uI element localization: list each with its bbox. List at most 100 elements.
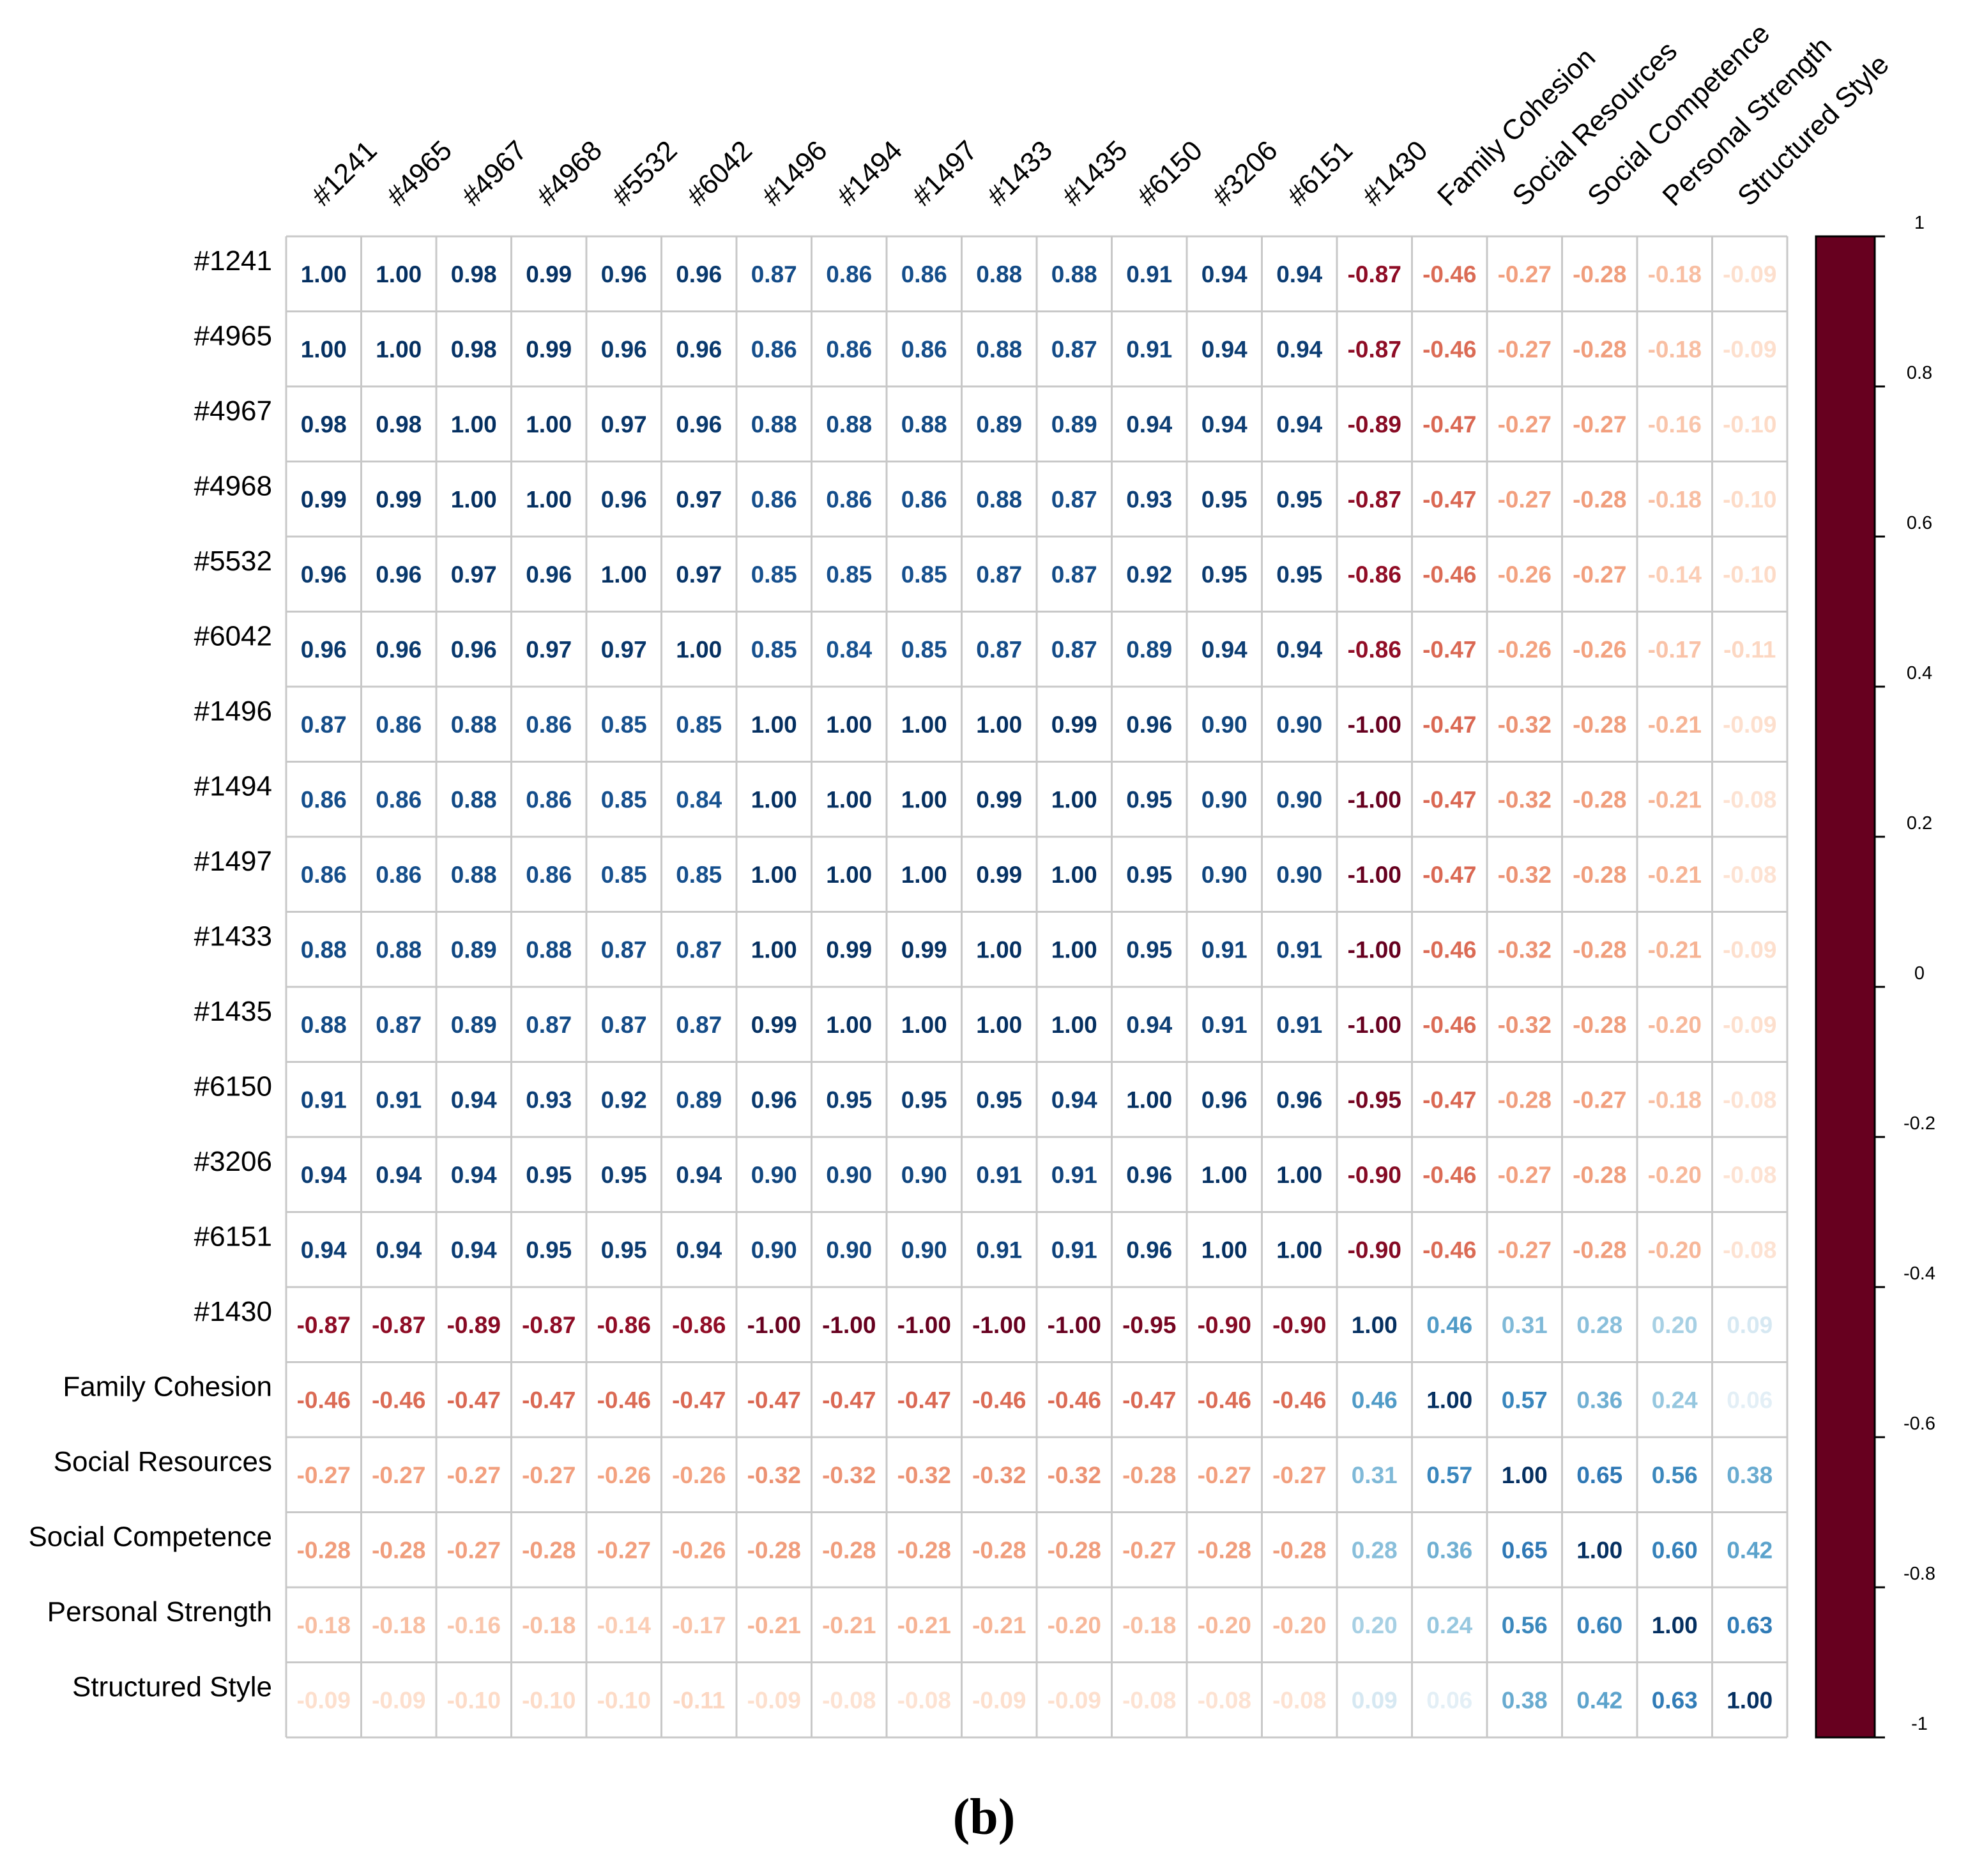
cell-value-label: 0.96 <box>601 261 647 287</box>
cell-value-label: -0.09 <box>1723 336 1776 362</box>
heatmap-cell <box>586 386 662 462</box>
heatmap-cell <box>1712 461 1787 537</box>
cell-value-label: -0.20 <box>1648 1237 1702 1263</box>
cell-value-label: 1.00 <box>976 1012 1022 1038</box>
heatmap-cell <box>1187 1437 1262 1513</box>
heatmap-cell <box>1337 1137 1412 1212</box>
cell-value-label: 0.95 <box>601 1162 647 1188</box>
cell-value-label: -0.09 <box>1723 712 1776 738</box>
cell-value-label: 0.94 <box>451 1087 497 1113</box>
cell-value-label: -0.89 <box>447 1312 501 1338</box>
legend-tick-label: -0.4 <box>1903 1263 1935 1284</box>
cell-value-label: 0.91 <box>1276 1012 1322 1038</box>
cell-value-label: 0.95 <box>1126 786 1172 812</box>
heatmap-cell <box>1712 1662 1787 1737</box>
heatmap-cell <box>887 311 962 386</box>
cell-value-label: -0.46 <box>1423 261 1476 287</box>
cell-value-label: -0.28 <box>972 1537 1026 1563</box>
cell-value-label: -0.46 <box>972 1387 1026 1413</box>
cell-value-label: 0.95 <box>526 1162 572 1188</box>
heatmap-cell <box>286 837 362 912</box>
heatmap-cell <box>511 1137 586 1212</box>
cell-value-label: -0.10 <box>522 1687 576 1713</box>
heatmap-cell <box>661 1287 736 1362</box>
cell-value-label: 0.87 <box>376 1012 422 1038</box>
cell-value-label: -0.27 <box>372 1462 425 1488</box>
cell-value-label: -0.28 <box>1122 1462 1176 1488</box>
cell-value-label: 0.86 <box>301 786 347 812</box>
heatmap-cell <box>586 1437 662 1513</box>
cell-value-label: -0.47 <box>747 1387 801 1413</box>
heatmap-cell <box>1637 1437 1712 1513</box>
cell-value-label: 0.86 <box>901 486 947 512</box>
row-label: #1435 <box>194 996 272 1027</box>
cell-value-label: -0.32 <box>1498 712 1552 738</box>
heatmap-cell <box>736 1512 812 1587</box>
cell-value-label: 0.87 <box>1051 486 1097 512</box>
heatmap-cell <box>1712 1062 1787 1137</box>
heatmap-cell <box>286 611 362 687</box>
cell-value-label: 0.88 <box>976 336 1022 362</box>
cell-value-label: 0.96 <box>601 336 647 362</box>
heatmap-cell <box>961 911 1037 987</box>
cell-value-label: 0.86 <box>526 712 572 738</box>
cell-value-label: 1.00 <box>826 1012 872 1038</box>
heatmap-cell <box>1487 1062 1562 1137</box>
cell-value-label: 0.89 <box>976 411 1022 438</box>
cell-value-label: -1.00 <box>1348 862 1401 888</box>
heatmap-cell <box>961 537 1037 612</box>
heatmap-cell <box>1712 1287 1787 1362</box>
heatmap-cell <box>286 311 362 386</box>
cell-value-label: 0.98 <box>376 411 422 438</box>
cell-value-label: 1.00 <box>1051 1012 1097 1038</box>
cell-value-label: 0.93 <box>526 1087 572 1113</box>
cell-value-label: 0.24 <box>1426 1612 1472 1638</box>
column-label: #3206 <box>1206 135 1283 212</box>
heatmap-cell <box>361 1062 436 1137</box>
cell-value-label: -0.46 <box>372 1387 425 1413</box>
cell-value-label: -1.00 <box>897 1312 951 1338</box>
cell-value-label: -0.08 <box>1723 1162 1776 1188</box>
cell-value-label: -0.95 <box>1348 1087 1401 1113</box>
cell-value-label: 1.00 <box>451 411 497 438</box>
heatmap-cell <box>361 537 436 612</box>
cell-value-label: -0.27 <box>1498 261 1552 287</box>
cell-value-label: -0.86 <box>1348 561 1401 588</box>
heatmap-cell <box>586 461 662 537</box>
heatmap-cell <box>1487 687 1562 762</box>
heatmap-cell <box>1487 911 1562 987</box>
cell-value-label: 0.90 <box>1201 862 1247 888</box>
cell-value-label: 1.00 <box>301 261 347 287</box>
heatmap-cell <box>436 311 512 386</box>
cell-value-label: -0.32 <box>1498 1012 1552 1038</box>
heatmap-cell <box>586 1062 662 1137</box>
cell-value-label: 0.96 <box>1201 1087 1247 1113</box>
cell-value-label: -0.21 <box>1648 786 1702 812</box>
heatmap-cell <box>1337 236 1412 312</box>
heatmap-cell <box>1637 1137 1712 1212</box>
cell-value-label: -0.46 <box>1423 936 1476 963</box>
heatmap-cell <box>887 611 962 687</box>
cell-value-label: 0.88 <box>451 786 497 812</box>
cell-value-label: 0.90 <box>901 1237 947 1263</box>
cell-value-label: -0.10 <box>1723 411 1776 438</box>
cell-value-label: 0.84 <box>676 786 722 812</box>
cell-value-label: 0.86 <box>826 261 872 287</box>
cell-value-label: 0.86 <box>826 336 872 362</box>
heatmap-cell <box>1187 1062 1262 1137</box>
heatmap-cell <box>1712 987 1787 1062</box>
heatmap-cell <box>661 461 736 537</box>
cell-value-label: -1.00 <box>1048 1312 1101 1338</box>
heatmap-cell <box>1337 911 1412 987</box>
cell-value-label: 1.00 <box>1051 936 1097 963</box>
cell-value-label: -0.09 <box>1723 261 1776 287</box>
cell-value-label: -0.18 <box>522 1612 576 1638</box>
cell-value-label: 0.99 <box>976 786 1022 812</box>
heatmap-cell <box>961 1662 1037 1737</box>
heatmap-value-labels: 1.00 1.00 0.98 0.99 0.96 0.96 0.87 0.86 0.86 0.88… <box>297 261 1777 1714</box>
cell-value-label: 0.63 <box>1727 1612 1773 1638</box>
cell-value-label: 0.93 <box>1126 486 1172 512</box>
heatmap-cell <box>811 386 887 462</box>
heatmap-cell <box>1412 1512 1487 1587</box>
heatmap-cell <box>736 461 812 537</box>
